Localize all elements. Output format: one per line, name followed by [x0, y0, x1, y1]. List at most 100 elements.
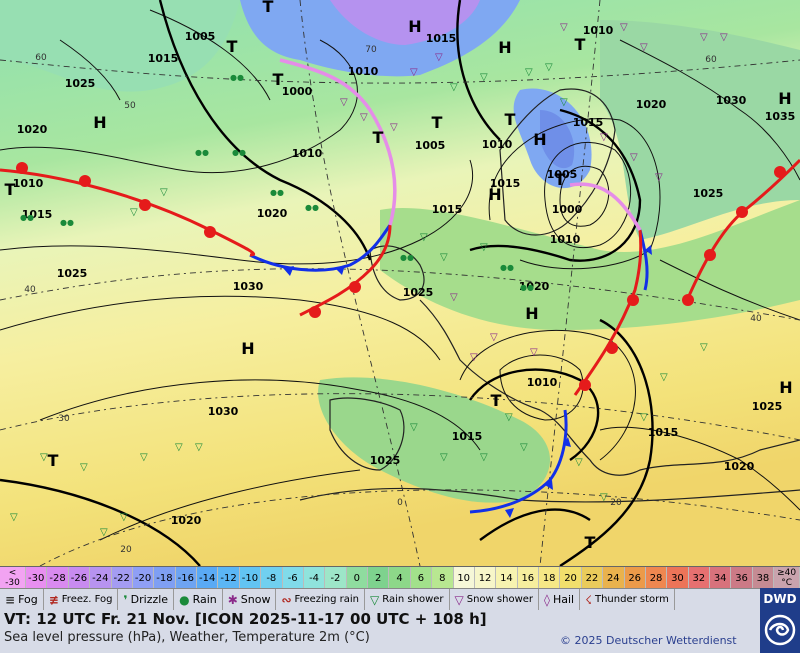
snow-shower-icon: ▽ [600, 132, 608, 143]
scale-step: 24 [603, 567, 625, 589]
dwd-logo-icon [764, 614, 796, 646]
scale-min-bottom: -30 [5, 578, 20, 588]
rain-shower-icon: ▽ [600, 492, 608, 503]
valid-time: VT: 12 UTC Fr. 21 Nov. [ICON 2025-11-17 … [4, 610, 487, 628]
scale-step: 18 [539, 567, 561, 589]
low-pressure-center: T [373, 128, 384, 147]
scale-step: 16 [517, 567, 539, 589]
legend-item: ▽ Rain shower [365, 589, 450, 611]
rain-shower-icon: ▽ [545, 62, 553, 73]
rain-shower-icon: ▽ [130, 207, 138, 218]
isobar-label: 1030 [233, 280, 264, 293]
rain-shower-icon: ▽ [505, 412, 513, 423]
coastline-iberia [329, 397, 405, 471]
scale-step: -12 [218, 567, 240, 589]
isobar-label: 1035 [765, 110, 796, 123]
isobar-label: 1015 [648, 426, 679, 439]
rain-icon: ●● [195, 148, 209, 157]
rain-shower-icon: ▽ [480, 242, 488, 253]
rain-shower-icon: ▽ [140, 452, 148, 463]
very-cold-region [330, 0, 480, 45]
isobar-label: 1025 [65, 77, 96, 90]
rain-icon: ●● [20, 213, 34, 222]
legend-item: ≡ Fog [0, 589, 44, 611]
isobar-label: 1015 [426, 32, 457, 45]
isobar-label: 1025 [693, 187, 724, 200]
scale-step: -10 [239, 567, 262, 589]
rain-shower-icon: ▽ [480, 72, 488, 83]
scale-max-label: ≥40 °C [774, 567, 800, 589]
snow-shower-icon: ▽ [720, 32, 728, 43]
temperature-scale: < -30 -30 -28 -26 -24 -22 -20 -18 -16 -14 -12 -10 -8-… [0, 566, 800, 589]
scale-step: 6 [410, 567, 433, 589]
scale-step: -16 [175, 567, 197, 589]
snow-shower-icon: ▽ [630, 152, 638, 163]
scale-step: 14 [496, 567, 518, 589]
cold-front-teeth [283, 245, 652, 518]
scale-max-top: ≥40 [777, 568, 797, 578]
low-pressure-center: T [432, 113, 443, 132]
snow-shower-icon: ▽ [655, 172, 663, 183]
isobar-label: 1010 [13, 177, 44, 190]
legend-label: Drizzle [130, 593, 169, 606]
scale-step: -4 [303, 567, 326, 589]
legend-item: ☇ Thunder storm [580, 589, 675, 611]
grid-label: 30 [58, 414, 70, 424]
isobar-label: 1000 [282, 85, 313, 98]
rain-shower-icon: ▽ [560, 97, 568, 108]
snow-shower-icon: ▽ [530, 347, 538, 358]
rain-icon: ●● [400, 253, 414, 262]
low-pressure-center: T [555, 170, 566, 189]
scale-step: -30 [26, 567, 48, 589]
snow-shower-icon: ▽ [470, 352, 478, 363]
snow-shower-icon: ▽ [450, 292, 458, 303]
scale-max-bottom: °C [781, 578, 793, 588]
rain-shower-icon: ▽ [160, 187, 168, 198]
scale-step: 22 [581, 567, 604, 589]
legend-symbol-icon: ● [179, 593, 190, 607]
warm-front-bulbs [16, 162, 786, 391]
isobar-label: 1005 [415, 139, 446, 152]
legend-label: Freezing rain [294, 594, 360, 605]
rain-shower-icon: ▽ [10, 512, 18, 523]
isobar-label: 1025 [403, 286, 434, 299]
rain-shower-icon: ▽ [420, 232, 428, 243]
legend-label: Freez. Fog [61, 594, 113, 605]
scale-step: 32 [688, 567, 710, 589]
map-labels: 1005 1015 1025 1020 1010 1015 1025 1030 1020 1010… [5, 0, 796, 555]
isobar-label: 1020 [519, 280, 550, 293]
grid-label: 50 [124, 101, 136, 111]
legend-label: Rain [192, 593, 217, 606]
legend-symbol-icon: ✱ [227, 593, 238, 607]
copyright: © 2025 Deutscher Wetterdienst [560, 634, 737, 647]
weather-legend: ≡ Fog ≢ Freez. Fog ❜ Drizzle ● Rain ✱ Snow ∾ Freezi… [0, 588, 760, 611]
rain-shower-icon: ▽ [195, 442, 203, 453]
grid-label: 70 [365, 45, 377, 55]
rain-shower-icon: ▽ [480, 452, 488, 463]
low-pressure-center: T [263, 0, 274, 16]
snow-shower-icon: ▽ [620, 22, 628, 33]
scale-step: 4 [389, 567, 411, 589]
rain-shower-icon: ▽ [520, 442, 528, 453]
map-description: Sea level pressure (hPa), Weather, Tempe… [4, 630, 370, 645]
isobar-label: 1025 [57, 267, 88, 280]
scale-step: 28 [645, 567, 668, 589]
legend-label: Snow [240, 593, 271, 606]
scale-min-label: < -30 [0, 567, 26, 589]
snow-shower-icon: ▽ [360, 112, 368, 123]
snow-shower-icon: ▽ [700, 32, 708, 43]
warm-front-channel [299, 224, 392, 317]
isobar-label: 1020 [171, 514, 202, 527]
isobar-label: 1005 [547, 168, 578, 181]
rain-icon: ●● [230, 73, 244, 82]
legend-label: Rain shower [382, 594, 444, 605]
legend-label: Fog [18, 593, 38, 606]
rain-icon: ●● [60, 218, 74, 227]
iberia-italy-green-region [318, 377, 550, 503]
high-pressure-center: H [498, 38, 511, 57]
scale-step: -6 [282, 567, 304, 589]
isobar-label: 1010 [482, 138, 513, 151]
rain-icon: ●● [232, 148, 246, 157]
isobars [0, 9, 800, 541]
rain-icon: ●● [305, 203, 319, 212]
